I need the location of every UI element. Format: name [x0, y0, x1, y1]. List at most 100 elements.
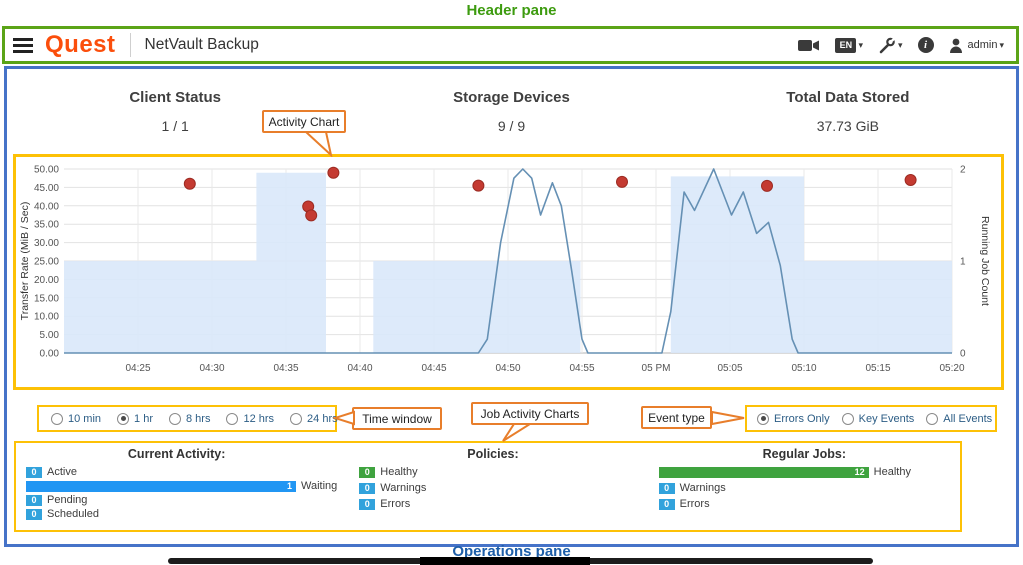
video-icon — [798, 39, 820, 51]
event-dot — [761, 179, 773, 192]
radio-label: 1 hr — [134, 412, 153, 425]
section-title: Policies: — [467, 447, 519, 461]
help-button[interactable]: i — [917, 37, 934, 53]
svg-text:15.00: 15.00 — [34, 293, 59, 304]
radio-button-icon[interactable] — [841, 412, 854, 425]
job-bar-label: Warnings — [380, 482, 427, 494]
job-bar: 12 — [658, 466, 869, 478]
job-bar: 0 — [359, 498, 376, 510]
time-window-option-12-hrs[interactable]: 12 hrs — [226, 412, 275, 425]
summary-title: Total Data Stored — [786, 89, 910, 106]
summary-row: Client Status 1 / 1 Storage Devices 9 / 9 To… — [7, 89, 1016, 134]
svg-text:04:25: 04:25 — [125, 363, 150, 374]
summary-value: 37.73 GiB — [816, 118, 879, 134]
event-type-selector: Errors Only Key Events All Events — [745, 405, 997, 432]
svg-text:10.00: 10.00 — [34, 312, 59, 323]
radio-button-icon[interactable] — [51, 412, 63, 425]
chevron-down-icon: ▾ — [897, 39, 903, 50]
transfer-rate-area — [64, 172, 952, 353]
svg-text:5.00: 5.00 — [40, 330, 60, 341]
job-activity-section-policies: Policies: 0 Healthy 0 Warnings 0 Errors — [337, 443, 648, 530]
header-divider — [129, 33, 131, 57]
job-bar: 0 — [359, 482, 376, 494]
job-activity-row-active: 0 Active — [26, 466, 337, 478]
radio-label: 12 hrs — [243, 412, 275, 425]
header-actions: EN ▾ ▾ i admin ▾ — [798, 37, 1004, 54]
time-window-selector: 10 min 1 hr 8 hrs 12 hrs 24 hrs — [37, 405, 338, 432]
activity-chart: 0.00 5.00 10.00 15.00 20.00 25.00 30.00 35.00 40… — [19, 165, 991, 375]
job-bar-label: Warnings — [679, 482, 726, 494]
info-icon: i — [917, 37, 934, 53]
job-activity-row-healthy: 0 Healthy — [359, 466, 648, 478]
summary-value: 1 / 1 — [161, 118, 189, 134]
summary-title: Storage Devices — [453, 89, 570, 106]
radio-button-icon[interactable] — [757, 412, 769, 425]
header-pane: Quest NetVault Backup EN ▾ ▾ — [2, 26, 1019, 64]
svg-text:04:40: 04:40 — [347, 363, 372, 374]
event-type-option-errors-only[interactable]: Errors Only — [757, 412, 830, 425]
event-type-option-key-events[interactable]: Key Events — [841, 412, 914, 425]
time-window-option-10-min[interactable]: 10 min — [51, 412, 101, 425]
job-bar: 1 — [26, 480, 296, 492]
svg-text:04:55: 04:55 — [569, 363, 594, 374]
settings-menu[interactable]: ▾ — [878, 37, 903, 54]
app-title: NetVault Backup — [144, 36, 259, 53]
radio-label: 24 hrs — [307, 412, 338, 425]
svg-text:1: 1 — [960, 257, 966, 268]
job-activity-charts-callout: Job Activity Charts — [471, 402, 589, 425]
svg-text:05:10: 05:10 — [791, 363, 816, 374]
summary-storage-devices: Storage Devices 9 / 9 — [343, 89, 679, 134]
job-bar-label: Errors — [679, 498, 710, 510]
svg-text:04:30: 04:30 — [199, 363, 224, 374]
job-activity-row-errors: 0 Errors — [359, 498, 648, 510]
time-window-option-8-hrs[interactable]: 8 hrs — [169, 412, 211, 425]
radio-button-icon[interactable] — [169, 412, 181, 425]
job-bar-label: Healthy — [380, 466, 418, 478]
job-activity-section-regular-jobs: Regular Jobs: 12 Healthy 0 Warnings 0 Errors — [649, 443, 960, 530]
svg-text:20.00: 20.00 — [34, 275, 59, 286]
language-menu[interactable]: EN ▾ — [835, 37, 863, 53]
section-title: Regular Jobs: — [762, 447, 846, 461]
svg-text:35.00: 35.00 — [34, 220, 59, 231]
job-bar: 0 — [658, 482, 675, 494]
event-type-option-all-events[interactable]: All Events — [926, 412, 992, 425]
job-bar-label: Active — [47, 466, 77, 478]
svg-text:0.00: 0.00 — [40, 349, 60, 360]
job-activity-charts: Current Activity: 0 Active 1 Waiting 0 Pending… — [14, 441, 962, 532]
operations-pane: Client Status 1 / 1 Storage Devices 9 / 9 To… — [4, 66, 1019, 547]
event-dot — [327, 166, 340, 179]
time-window-option-1-hr[interactable]: 1 hr — [117, 412, 153, 425]
job-bar-label: Healthy — [873, 466, 911, 478]
chevron-down-icon: ▾ — [858, 39, 863, 50]
event-dot — [472, 179, 485, 192]
radio-button-icon[interactable] — [226, 412, 239, 425]
user-menu[interactable]: admin ▾ — [949, 38, 1004, 53]
radio-button-icon[interactable] — [290, 412, 303, 425]
svg-text:04:45: 04:45 — [421, 363, 446, 374]
event-dot — [616, 175, 628, 188]
tools-icon — [879, 37, 896, 53]
job-activity-row-healthy: 12 Healthy — [658, 466, 960, 478]
operations-pane-annotation: Operations pane — [452, 543, 571, 560]
radio-label: 8 hrs — [186, 412, 211, 425]
quest-logo: Quest — [45, 31, 116, 58]
svg-text:Running Job Count: Running Job Count — [979, 216, 991, 306]
menu-icon[interactable] — [13, 35, 33, 56]
radio-button-icon[interactable] — [926, 412, 939, 425]
header-pane-annotation: Header pane — [466, 2, 557, 19]
time-window-option-24-hrs[interactable]: 24 hrs — [290, 412, 338, 425]
video-tour-button[interactable] — [798, 38, 820, 53]
job-activity-row-warnings: 0 Warnings — [359, 482, 648, 494]
job-bar: 0 — [26, 494, 42, 506]
user-icon — [949, 38, 962, 53]
chevron-down-icon: ▾ — [999, 39, 1004, 50]
radio-label: Errors Only — [774, 412, 830, 425]
section-title: Current Activity: — [127, 447, 226, 461]
job-activity-row-errors: 0 Errors — [658, 498, 960, 510]
svg-text:45.00: 45.00 — [34, 183, 59, 194]
radio-button-icon[interactable] — [117, 412, 130, 425]
event-dot — [183, 177, 196, 190]
job-bar-label: Scheduled — [47, 508, 99, 520]
summary-value: 9 / 9 — [497, 118, 526, 134]
svg-text:0: 0 — [960, 349, 966, 360]
